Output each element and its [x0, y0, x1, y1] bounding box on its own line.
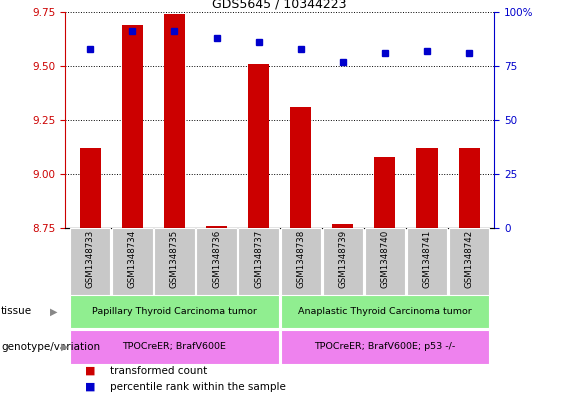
Bar: [122, 25, 143, 228]
Text: GSM1348739: GSM1348739: [338, 230, 347, 288]
Text: Papillary Thyroid Carcinoma tumor: Papillary Thyroid Carcinoma tumor: [92, 307, 257, 316]
Bar: [154, 228, 194, 295]
Text: GSM1348738: GSM1348738: [296, 230, 305, 288]
Text: GSM1348741: GSM1348741: [423, 230, 432, 288]
Text: ▶: ▶: [61, 342, 68, 352]
Bar: [449, 228, 489, 295]
Bar: [416, 148, 437, 228]
Bar: [332, 224, 353, 228]
Bar: [375, 157, 396, 228]
Text: ▶: ▶: [50, 307, 57, 316]
Text: GSM1348737: GSM1348737: [254, 230, 263, 288]
Text: GSM1348735: GSM1348735: [170, 230, 179, 288]
Text: GSM1348736: GSM1348736: [212, 230, 221, 288]
Bar: [238, 228, 279, 295]
Text: TPOCreER; BrafV600E; p53 -/-: TPOCreER; BrafV600E; p53 -/-: [314, 342, 455, 351]
Bar: [323, 228, 363, 295]
Bar: [407, 228, 447, 295]
Bar: [280, 228, 321, 295]
Text: transformed count: transformed count: [110, 366, 207, 376]
Text: Anaplastic Thyroid Carcinoma tumor: Anaplastic Thyroid Carcinoma tumor: [298, 307, 472, 316]
Bar: [280, 295, 489, 328]
Text: GSM1348733: GSM1348733: [86, 230, 95, 288]
Bar: [290, 107, 311, 228]
Bar: [70, 295, 279, 328]
Text: TPOCreER; BrafV600E: TPOCreER; BrafV600E: [123, 342, 227, 351]
Bar: [112, 228, 153, 295]
Bar: [164, 14, 185, 228]
Text: ■: ■: [85, 366, 95, 376]
Text: tissue: tissue: [1, 307, 32, 316]
Text: percentile rank within the sample: percentile rank within the sample: [110, 382, 285, 392]
Bar: [280, 330, 489, 364]
Title: GDS5645 / 10344223: GDS5645 / 10344223: [212, 0, 347, 11]
Bar: [248, 64, 269, 228]
Bar: [365, 228, 405, 295]
Bar: [196, 228, 237, 295]
Bar: [70, 228, 110, 295]
Bar: [459, 148, 480, 228]
Text: ■: ■: [85, 382, 95, 392]
Bar: [206, 226, 227, 228]
Text: genotype/variation: genotype/variation: [1, 342, 100, 352]
Bar: [70, 330, 279, 364]
Bar: [80, 148, 101, 228]
Text: GSM1348742: GSM1348742: [464, 230, 473, 288]
Text: GSM1348740: GSM1348740: [380, 230, 389, 288]
Text: GSM1348734: GSM1348734: [128, 230, 137, 288]
